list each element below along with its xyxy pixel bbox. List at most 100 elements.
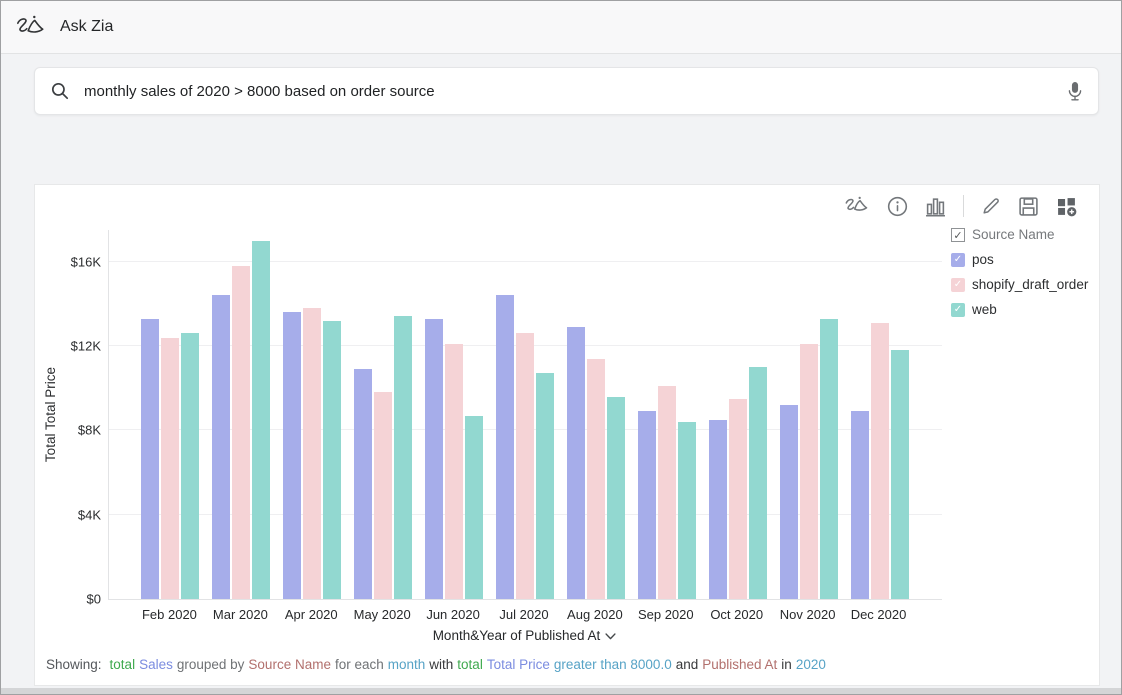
- toolbar-divider: [963, 195, 964, 217]
- info-icon[interactable]: [887, 196, 908, 217]
- page-title: Ask Zia: [60, 18, 114, 35]
- bar-web[interactable]: [748, 367, 767, 599]
- legend-header[interactable]: ✓ Source Name: [951, 227, 1088, 242]
- query-summary: Showing: total Sales grouped by Source Name f…: [46, 657, 826, 672]
- save-icon[interactable]: [1018, 196, 1039, 217]
- edit-icon[interactable]: [981, 196, 1001, 216]
- bar-shopify_draft_order[interactable]: [232, 265, 251, 599]
- bar-group: [490, 230, 561, 599]
- legend-label: shopify_draft_order: [972, 277, 1089, 292]
- bar-web[interactable]: [465, 415, 484, 599]
- summary-token: and: [675, 657, 699, 672]
- summary-token: Source Name: [248, 657, 331, 672]
- summary-token: total: [457, 657, 483, 672]
- bar-web[interactable]: [606, 396, 625, 599]
- bar-shopify_draft_order[interactable]: [161, 337, 180, 599]
- bar-group: [135, 230, 206, 599]
- x-tick-label: Mar 2020: [212, 607, 268, 622]
- bar-web[interactable]: [394, 316, 413, 599]
- summary-token: with: [429, 657, 454, 672]
- x-tick-label: Jul 2020: [499, 607, 549, 622]
- chevron-down-icon[interactable]: [605, 628, 616, 643]
- bar-pos[interactable]: [425, 318, 444, 599]
- x-tick-label: Oct 2020: [710, 607, 764, 622]
- y-tick-label: $16K: [70, 254, 101, 270]
- legend-label: web: [972, 302, 997, 317]
- legend-checkbox[interactable]: ✓: [951, 252, 965, 267]
- legend-header-checkbox[interactable]: ✓: [951, 227, 965, 242]
- add-widget-icon[interactable]: [1056, 196, 1077, 217]
- bar-shopify_draft_order[interactable]: [303, 308, 322, 599]
- summary-token: total: [109, 657, 136, 672]
- plot-area: [108, 230, 942, 600]
- x-tick-label: Apr 2020: [284, 607, 338, 622]
- bar-pos[interactable]: [283, 312, 302, 599]
- bar-pos[interactable]: [637, 411, 656, 599]
- bar-group: [206, 230, 277, 599]
- bar-shopify_draft_order[interactable]: [586, 358, 605, 599]
- legend: ✓ Source Name ✓ pos ✓ shopify_draft_order ✓ w…: [951, 227, 1088, 327]
- bar-pos[interactable]: [708, 419, 727, 599]
- x-tick-label: May 2020: [353, 607, 411, 622]
- bar-pos[interactable]: [141, 318, 160, 599]
- summary-token: 2020: [795, 657, 826, 672]
- y-tick-label: $12K: [70, 338, 101, 354]
- bar-shopify_draft_order[interactable]: [728, 398, 747, 599]
- bar-group: [631, 230, 702, 599]
- summary-token: greater than 8000.0: [553, 657, 672, 672]
- bar-pos[interactable]: [779, 405, 798, 599]
- legend-item-shopify_draft_order[interactable]: ✓ shopify_draft_order: [951, 277, 1088, 292]
- bar-group: [702, 230, 773, 599]
- summary-prefix: Showing:: [46, 657, 102, 672]
- bar-shopify_draft_order[interactable]: [657, 386, 676, 599]
- bar-shopify_draft_order[interactable]: [870, 322, 889, 599]
- summary-token: in: [781, 657, 792, 672]
- bar-shopify_draft_order[interactable]: [445, 343, 464, 599]
- legend-checkbox[interactable]: ✓: [951, 302, 965, 317]
- chart-card: ✓ Source Name ✓ pos ✓ shopify_draft_order ✓ w…: [34, 184, 1100, 686]
- bar-group: [844, 230, 915, 599]
- legend-checkbox[interactable]: ✓: [951, 277, 965, 292]
- gridline: [109, 260, 942, 262]
- ask-zia-search-bar: [34, 67, 1099, 115]
- bar-shopify_draft_order[interactable]: [799, 343, 818, 599]
- bar-web[interactable]: [323, 320, 342, 599]
- x-axis-title: Month&Year of Published At: [108, 628, 941, 643]
- bar-pos[interactable]: [850, 411, 869, 599]
- bar-web[interactable]: [535, 373, 554, 599]
- bottom-scrollbar[interactable]: [1, 688, 1121, 694]
- x-tick-label: Sep 2020: [637, 607, 694, 622]
- search-input[interactable]: [82, 81, 1066, 101]
- legend-item-pos[interactable]: ✓ pos: [951, 252, 1088, 267]
- bar-pos[interactable]: [566, 327, 585, 599]
- bar-group: [560, 230, 631, 599]
- summary-token: Published At: [702, 657, 778, 672]
- bar-group: [773, 230, 844, 599]
- zia-icon[interactable]: [844, 196, 870, 216]
- bar-pos[interactable]: [495, 295, 514, 599]
- summary-token: Sales: [139, 657, 173, 672]
- legend-item-web[interactable]: ✓ web: [951, 302, 1088, 317]
- x-axis-ticks: Feb 2020 Mar 2020 Apr 2020 May 2020 Jun 2020…: [108, 607, 941, 622]
- bar-pos[interactable]: [212, 295, 231, 599]
- chart-type-icon[interactable]: [925, 196, 946, 217]
- x-tick-label: Nov 2020: [779, 607, 836, 622]
- bar-web[interactable]: [181, 333, 200, 599]
- y-tick-label: $8K: [77, 422, 101, 438]
- y-tick-label: $4K: [77, 507, 101, 523]
- bar-web[interactable]: [890, 350, 909, 599]
- microphone-icon[interactable]: [1066, 80, 1084, 103]
- bar-shopify_draft_order[interactable]: [374, 392, 393, 599]
- legend-title: Source Name: [972, 227, 1055, 242]
- bar-web[interactable]: [819, 318, 838, 599]
- bar-web[interactable]: [677, 421, 696, 599]
- summary-token: for each: [334, 657, 384, 672]
- bar-pos[interactable]: [354, 369, 373, 599]
- x-tick-label: Feb 2020: [141, 607, 197, 622]
- x-tick-label: Dec 2020: [850, 607, 907, 622]
- bar-web[interactable]: [252, 240, 271, 599]
- x-tick-label: Jun 2020: [426, 607, 480, 622]
- summary-token: grouped by: [176, 657, 245, 672]
- chart-toolbar: [844, 195, 1077, 217]
- bar-shopify_draft_order[interactable]: [515, 333, 534, 599]
